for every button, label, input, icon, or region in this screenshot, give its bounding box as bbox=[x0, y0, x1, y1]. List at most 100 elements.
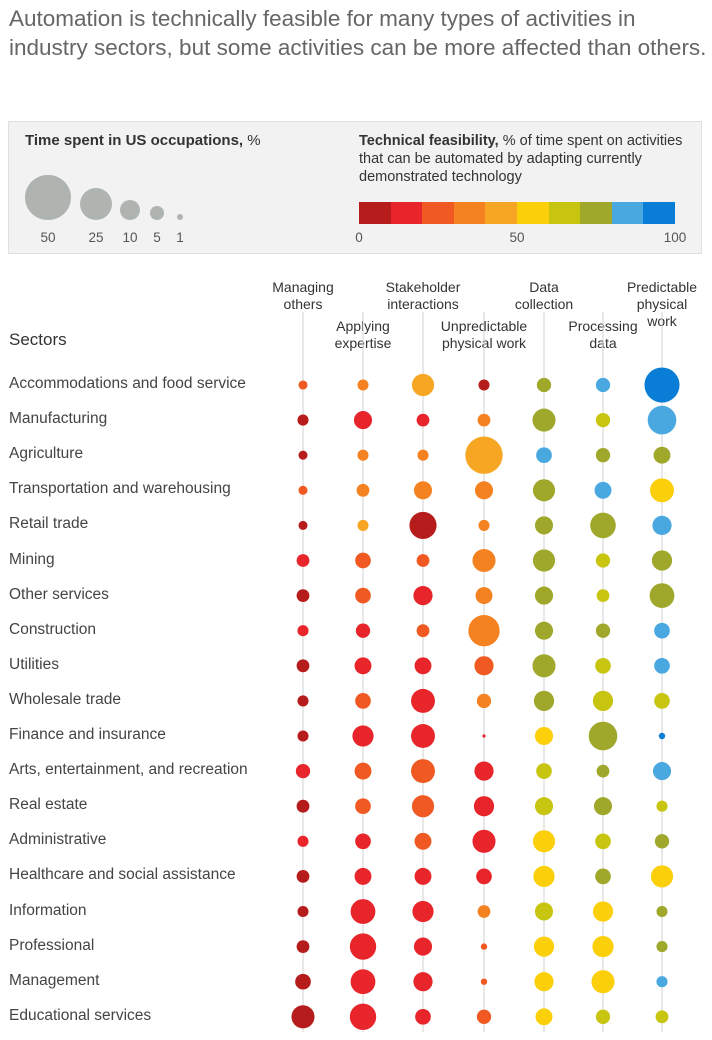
row-label: Real estate bbox=[9, 796, 88, 814]
bubble-point bbox=[355, 693, 371, 709]
bubble-point bbox=[355, 623, 371, 638]
bubble-point bbox=[416, 554, 430, 567]
bubble-point bbox=[477, 905, 491, 918]
bubble-point bbox=[355, 552, 371, 569]
bubble-point bbox=[590, 512, 616, 539]
bubble-point bbox=[298, 485, 308, 495]
bubble-point bbox=[295, 763, 311, 779]
color-scale-label-50: 50 bbox=[509, 230, 525, 245]
bubble-point bbox=[656, 905, 668, 918]
bubble-point bbox=[411, 688, 435, 713]
bubble-point bbox=[480, 978, 488, 985]
bubble-point bbox=[413, 481, 433, 500]
bubble-point bbox=[297, 835, 309, 847]
bubble-point bbox=[596, 764, 610, 778]
bubble-point bbox=[532, 549, 556, 572]
bubble-point bbox=[476, 1009, 492, 1024]
bubble-point bbox=[534, 726, 554, 746]
bubble-point bbox=[475, 587, 493, 605]
bubble-point bbox=[296, 554, 310, 567]
color-scale-segment-3 bbox=[422, 202, 455, 224]
sectors-header: Sectors bbox=[9, 330, 67, 349]
bubble-point bbox=[297, 695, 309, 707]
row-label: Management bbox=[9, 971, 100, 989]
bubble-point bbox=[354, 657, 372, 675]
color-legend-title-rest: % of time spent on activities that can b… bbox=[359, 133, 683, 185]
bubble-point bbox=[595, 833, 611, 850]
column-label-5: Data collection bbox=[514, 279, 574, 312]
color-scale-segment-4 bbox=[453, 202, 486, 224]
color-legend-title: Technical feasibility, % of time spent o… bbox=[359, 132, 689, 186]
bubble-point bbox=[476, 868, 492, 885]
bubble-point bbox=[355, 798, 371, 815]
bubble-point bbox=[476, 693, 492, 709]
size-legend-circle-10 bbox=[119, 199, 141, 220]
row-label: Mining bbox=[9, 550, 55, 568]
bubble-point bbox=[296, 659, 310, 673]
row-label: Agriculture bbox=[9, 445, 84, 463]
bubble-point bbox=[650, 478, 674, 503]
color-scale-segment-1 bbox=[359, 202, 392, 224]
bubble-point bbox=[416, 413, 430, 427]
bubble-point bbox=[297, 730, 309, 742]
bubble-point bbox=[298, 520, 308, 530]
bubble-point bbox=[534, 516, 554, 535]
color-scale-segment-8 bbox=[580, 202, 613, 224]
bubble-point bbox=[656, 800, 668, 812]
bubble-point bbox=[411, 724, 435, 748]
bubble-point bbox=[349, 1003, 377, 1030]
bubble-point bbox=[350, 899, 376, 924]
size-legend-label-1: 1 bbox=[176, 230, 184, 245]
bubble-point bbox=[651, 550, 673, 571]
bubble-point bbox=[414, 867, 432, 885]
color-scale-segment-7 bbox=[548, 202, 581, 224]
size-legend-label-25: 25 bbox=[88, 230, 104, 245]
bubble-point bbox=[534, 972, 554, 992]
color-scale-label-0: 0 bbox=[355, 230, 363, 245]
column-label-1: Managing others bbox=[272, 279, 334, 312]
bubble-point bbox=[412, 900, 434, 923]
bubble-point bbox=[533, 690, 555, 712]
bubble-point bbox=[414, 657, 432, 675]
bubble-point bbox=[536, 447, 552, 464]
size-legend-circle-5 bbox=[149, 205, 165, 220]
bubble-point bbox=[357, 379, 369, 391]
bubble-point bbox=[295, 973, 311, 990]
bubble-point bbox=[474, 761, 494, 781]
bubble-point bbox=[595, 868, 611, 885]
bubble-point bbox=[352, 725, 374, 747]
size-legend-circle-50 bbox=[25, 174, 71, 220]
size-legend-title-rest: % bbox=[243, 132, 261, 149]
row-label: Administrative bbox=[9, 831, 107, 849]
bubble-point bbox=[350, 969, 376, 995]
bubble-point bbox=[595, 657, 611, 674]
bubble-point bbox=[477, 413, 491, 427]
bubble-point bbox=[413, 586, 433, 606]
bubble-point bbox=[644, 367, 680, 403]
bubble-point bbox=[592, 690, 614, 712]
row-label: Retail trade bbox=[9, 515, 89, 533]
row-label: Transportation and warehousing bbox=[9, 480, 231, 498]
bubble-point bbox=[296, 940, 310, 953]
color-scale-segment-6 bbox=[517, 202, 550, 224]
color-scale-segment-9 bbox=[611, 202, 644, 224]
bubble-point bbox=[478, 519, 490, 531]
bubble-point bbox=[353, 411, 373, 430]
size-legend-label-50: 50 bbox=[40, 230, 56, 245]
bubble-point bbox=[652, 762, 672, 781]
bubble-point bbox=[534, 621, 554, 640]
bubble-point bbox=[534, 902, 554, 921]
size-legend-label-5: 5 bbox=[153, 230, 161, 245]
bubble-point bbox=[595, 448, 611, 463]
bubble-point bbox=[413, 972, 433, 992]
bubble-point bbox=[478, 379, 490, 391]
bubble-point bbox=[536, 763, 552, 779]
bubble-point bbox=[354, 867, 372, 885]
bubble-point bbox=[650, 865, 674, 888]
size-legend-circle-1 bbox=[176, 213, 184, 220]
bubble-point bbox=[474, 481, 494, 500]
bubble-point bbox=[417, 449, 429, 461]
row-label: Information bbox=[9, 901, 87, 919]
bubble-point bbox=[474, 656, 494, 676]
